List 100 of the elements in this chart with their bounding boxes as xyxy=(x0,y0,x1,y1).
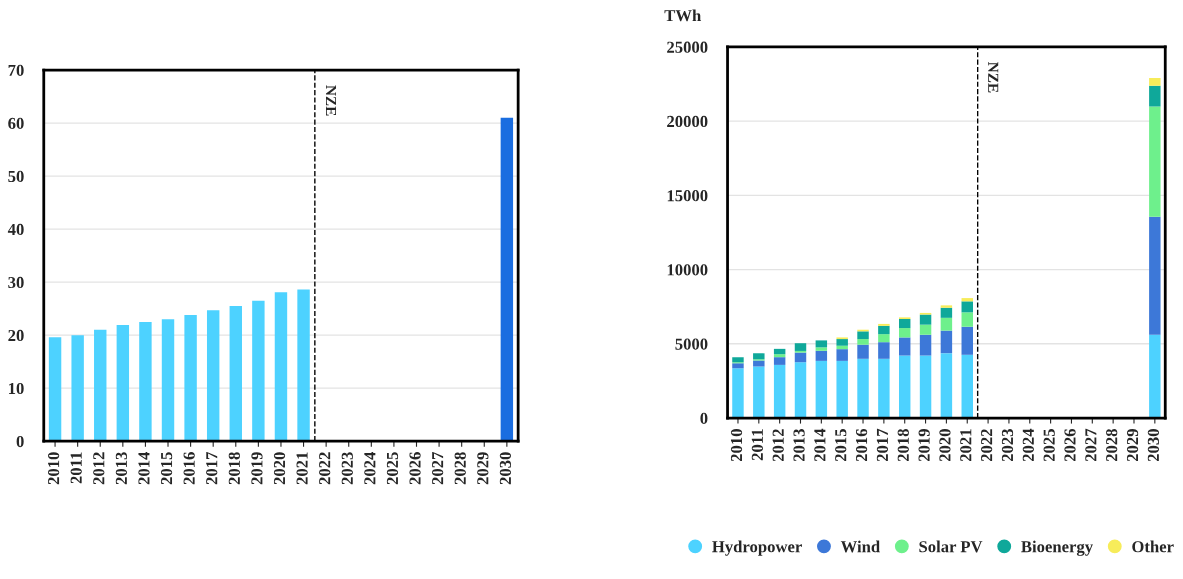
bar xyxy=(857,339,869,345)
bar xyxy=(961,312,973,327)
bar xyxy=(919,324,932,335)
bar xyxy=(815,340,828,348)
x-tick-label: 2010 xyxy=(47,452,60,485)
x-tick-label: 2028 xyxy=(1106,429,1118,462)
x-tick-label: 2011 xyxy=(70,452,82,484)
y-tick-label: 10 xyxy=(9,382,24,395)
x-tick-label: 2026 xyxy=(1064,428,1076,462)
bar xyxy=(274,292,288,442)
x-tick-label: 2020 xyxy=(939,429,951,462)
bar xyxy=(898,355,911,419)
x-tick-label: 2015 xyxy=(160,452,173,485)
ref-line-label: NZE xyxy=(988,62,999,93)
bar xyxy=(1149,78,1161,86)
legend-label: Hydropower xyxy=(712,540,802,556)
x-tick-label: 2021 xyxy=(960,429,972,462)
x-tick-label: 2014 xyxy=(814,428,826,462)
x-tick-label: 2029 xyxy=(477,452,489,485)
x-tick-label: 2016 xyxy=(855,428,868,462)
x-tick-label: 2028 xyxy=(454,452,466,485)
ref-line-label: NZE xyxy=(326,85,337,116)
bar xyxy=(206,310,220,442)
bar xyxy=(919,334,932,356)
x-tick-label: 2023 xyxy=(341,452,353,485)
y-tick-label: 50 xyxy=(8,170,24,183)
bar xyxy=(836,339,848,346)
bar xyxy=(794,343,807,351)
bar xyxy=(815,350,828,361)
bar xyxy=(161,319,175,442)
x-tick-label: 2030 xyxy=(499,452,512,485)
x-tick-label: 2018 xyxy=(228,452,240,485)
bar xyxy=(940,330,953,354)
bar xyxy=(878,325,890,335)
x-tick-label: 2024 xyxy=(1022,428,1034,462)
bar xyxy=(836,345,848,350)
x-tick-label: 2013 xyxy=(793,429,805,462)
bar xyxy=(773,364,786,419)
x-tick-label: 2012 xyxy=(93,452,105,485)
y-tick-label: 25000 xyxy=(667,41,708,53)
legend-label: Wind xyxy=(840,540,880,553)
bar xyxy=(857,331,869,340)
bar xyxy=(857,358,869,419)
x-tick-label: 2013 xyxy=(115,452,128,485)
y-tick-label: 15000 xyxy=(667,190,708,202)
x-tick-label: 2022 xyxy=(319,452,331,485)
bar xyxy=(898,337,911,356)
x-tick-label: 2022 xyxy=(981,429,993,462)
bar xyxy=(753,360,765,367)
x-tick-label: 2024 xyxy=(364,451,376,485)
x-tick-label: 2027 xyxy=(432,452,444,485)
bar xyxy=(753,366,765,419)
x-tick-label: 2023 xyxy=(1001,429,1014,462)
bar xyxy=(794,362,807,419)
bar xyxy=(940,305,953,308)
x-tick-label: 2018 xyxy=(897,429,909,462)
x-tick-label: 2020 xyxy=(273,452,286,485)
bar xyxy=(1149,85,1161,107)
y-tick-label: 5000 xyxy=(675,338,708,350)
x-tick-label: 2029 xyxy=(1126,429,1139,462)
y-tick-label: 20 xyxy=(8,329,24,342)
bar xyxy=(71,335,84,442)
bar xyxy=(732,357,744,363)
x-tick-label: 2016 xyxy=(183,452,195,485)
bar xyxy=(1149,106,1161,217)
bar xyxy=(229,306,242,442)
x-tick-label: 2014 xyxy=(138,451,150,485)
x-tick-label: 2019 xyxy=(251,452,263,485)
y-tick-label: 70 xyxy=(8,64,24,77)
bar xyxy=(94,329,107,442)
y-tick-label: 30 xyxy=(8,276,24,289)
bar xyxy=(773,348,786,355)
y-tick-label: 40 xyxy=(7,223,24,236)
x-tick-label: 2025 xyxy=(1043,429,1055,462)
x-tick-label: 2026 xyxy=(409,452,421,485)
x-tick-label: 2015 xyxy=(835,429,847,462)
bar xyxy=(732,363,744,369)
y-axis-title: TWh xyxy=(664,9,702,22)
x-tick-label: 2017 xyxy=(206,452,218,485)
y-tick-label: 0 xyxy=(700,412,708,424)
y-tick-label: 10000 xyxy=(667,264,708,276)
x-tick-label: 2011 xyxy=(751,429,763,461)
y-tick-label: 60 xyxy=(8,117,24,130)
legend-label: Solar PV xyxy=(919,540,983,553)
bar xyxy=(898,319,911,329)
x-tick-label: 2010 xyxy=(730,429,743,462)
bar xyxy=(252,300,265,442)
bar xyxy=(919,355,932,419)
bar xyxy=(1149,334,1161,419)
bar xyxy=(836,360,848,419)
bar xyxy=(1149,216,1161,335)
y-tick-label: 0 xyxy=(16,435,24,448)
bar xyxy=(139,321,152,442)
bar xyxy=(857,344,869,359)
bar xyxy=(961,354,973,419)
legend-label: Bioenergy xyxy=(1021,540,1093,556)
bar xyxy=(773,357,786,365)
bar xyxy=(878,358,890,419)
bar xyxy=(297,289,310,442)
x-tick-label: 2030 xyxy=(1147,429,1160,462)
